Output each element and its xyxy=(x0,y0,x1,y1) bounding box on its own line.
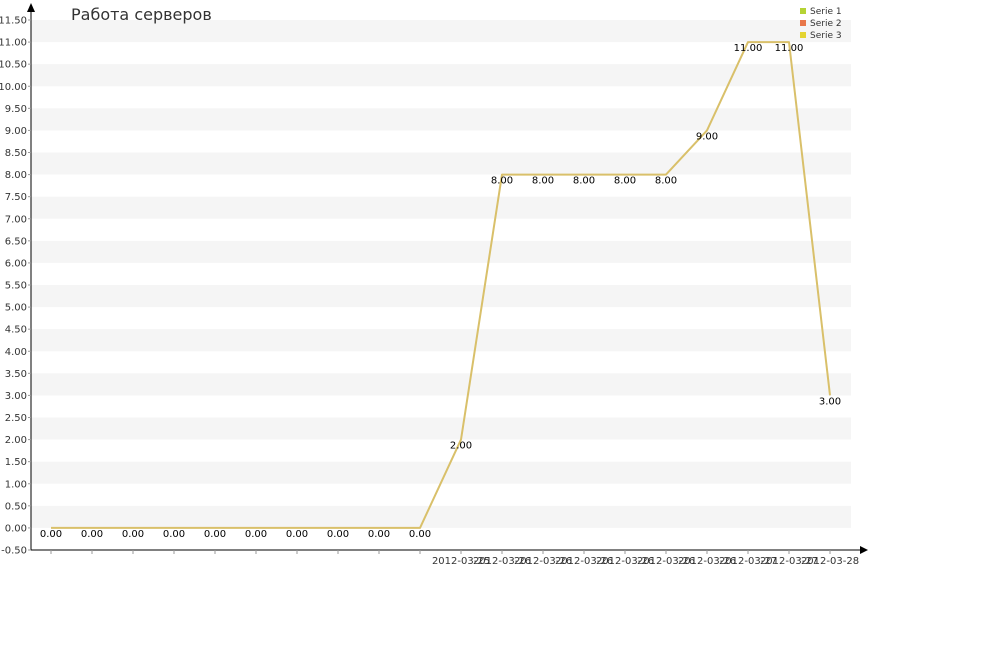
x-tick-label: 2012-03-27 xyxy=(760,556,818,567)
grid-band xyxy=(31,461,851,484)
x-tick-label: 2012-03-28 xyxy=(801,556,859,567)
y-tick-label: 11.00 xyxy=(0,38,27,49)
legend-swatch xyxy=(800,32,806,38)
x-tick-label: 2012-03-25 xyxy=(432,556,490,567)
y-axis-arrow xyxy=(27,3,35,12)
y-tick-label: 11.50 xyxy=(0,16,27,27)
y-tick-label: -0.50 xyxy=(1,546,27,557)
data-labels: 0.00 0.00 0.00 0.00 0.00 0.00 0.00 0.00 0.00 0.00… xyxy=(40,43,841,540)
legend-label: Serie 2 xyxy=(810,19,842,29)
data-label: 0.00 xyxy=(40,529,62,540)
grid-band xyxy=(31,196,851,219)
grid-band xyxy=(31,240,851,263)
y-tick-label: 8.50 xyxy=(5,148,27,159)
y-tick-label: 3.00 xyxy=(5,391,27,402)
data-label: 0.00 xyxy=(122,529,144,540)
y-tick-label: 5.50 xyxy=(5,281,27,292)
y-tick-label: 0.50 xyxy=(5,501,27,512)
series-line xyxy=(51,41,831,529)
x-axis-arrow xyxy=(860,546,868,554)
data-label: 11.00 xyxy=(775,43,804,54)
grid-band xyxy=(31,505,851,528)
grid-band xyxy=(31,285,851,308)
x-tick-label: 2012-03-26 xyxy=(678,556,736,567)
data-label: 0.00 xyxy=(286,529,308,540)
chart-title: Работа серверов xyxy=(71,5,212,24)
grid-band xyxy=(31,152,851,175)
grid-band xyxy=(31,20,851,43)
y-tick-label: 10.50 xyxy=(0,60,27,71)
data-label: 8.00 xyxy=(491,176,513,187)
data-label: 8.00 xyxy=(614,176,636,187)
y-tick-label: 8.00 xyxy=(5,170,27,181)
grid-bands xyxy=(31,20,851,528)
data-label: 3.00 xyxy=(819,396,841,407)
data-label: 0.00 xyxy=(368,529,390,540)
legend-label: Serie 3 xyxy=(810,31,842,41)
y-tick-label: 1.50 xyxy=(5,457,27,468)
x-tick-label: 2012-03-26 xyxy=(555,556,613,567)
x-tick-label: 2012-03-27 xyxy=(719,556,777,567)
y-tick-label: 9.00 xyxy=(5,126,27,137)
data-label: 9.00 xyxy=(696,131,718,142)
y-tick-label: 7.00 xyxy=(5,214,27,225)
y-tick-label: 5.00 xyxy=(5,303,27,314)
data-label: 8.00 xyxy=(532,176,554,187)
y-tick-label: 6.50 xyxy=(5,236,27,247)
y-tick-label: 3.50 xyxy=(5,369,27,380)
legend-swatch xyxy=(800,20,806,26)
y-tick-label: 1.00 xyxy=(5,479,27,490)
x-tick-label: 2012-03-26 xyxy=(596,556,654,567)
y-tick-label: 6.00 xyxy=(5,258,27,269)
data-label: 0.00 xyxy=(409,529,431,540)
data-label: 0.00 xyxy=(163,529,185,540)
grid-band xyxy=(31,64,851,87)
legend: Serie 1 Serie 2 Serie 3 xyxy=(800,7,842,41)
y-tick-label: 7.50 xyxy=(5,192,27,203)
x-tick-label: 2012-03-26 xyxy=(514,556,572,567)
data-label: 8.00 xyxy=(655,176,677,187)
grid-band xyxy=(31,373,851,396)
y-tick-label: 4.00 xyxy=(5,347,27,358)
y-tick-label: 10.00 xyxy=(0,82,27,93)
data-label: 11.00 xyxy=(734,43,763,54)
legend-label: Serie 1 xyxy=(810,7,842,17)
data-label: 0.00 xyxy=(81,529,103,540)
y-tick-label: 9.50 xyxy=(5,104,27,115)
x-tick-label: 2012-03-26 xyxy=(473,556,531,567)
grid-band xyxy=(31,417,851,440)
data-label: 0.00 xyxy=(204,529,226,540)
y-tick-label: 0.00 xyxy=(5,523,27,534)
y-tick-label: 4.50 xyxy=(5,325,27,336)
series-layer xyxy=(51,41,831,529)
y-tick-label: 2.50 xyxy=(5,413,27,424)
grid-band xyxy=(31,329,851,352)
legend-swatch xyxy=(800,8,806,14)
y-tick-label: 2.00 xyxy=(5,435,27,446)
y-axis-ticks: -0.50 0.00 0.50 1.00 1.50 2.00 2.50 3.00 3.50 4.0… xyxy=(0,16,31,557)
axes xyxy=(27,3,868,554)
data-label: 0.00 xyxy=(327,529,349,540)
data-label: 0.00 xyxy=(245,529,267,540)
grid-band xyxy=(31,108,851,131)
x-tick-label: 2012-03-26 xyxy=(637,556,695,567)
data-label: 8.00 xyxy=(573,176,595,187)
data-label: 2.00 xyxy=(450,441,472,452)
x-axis-ticks: 2012-03-252012-03-262012-03-262012-03-26… xyxy=(50,550,859,567)
